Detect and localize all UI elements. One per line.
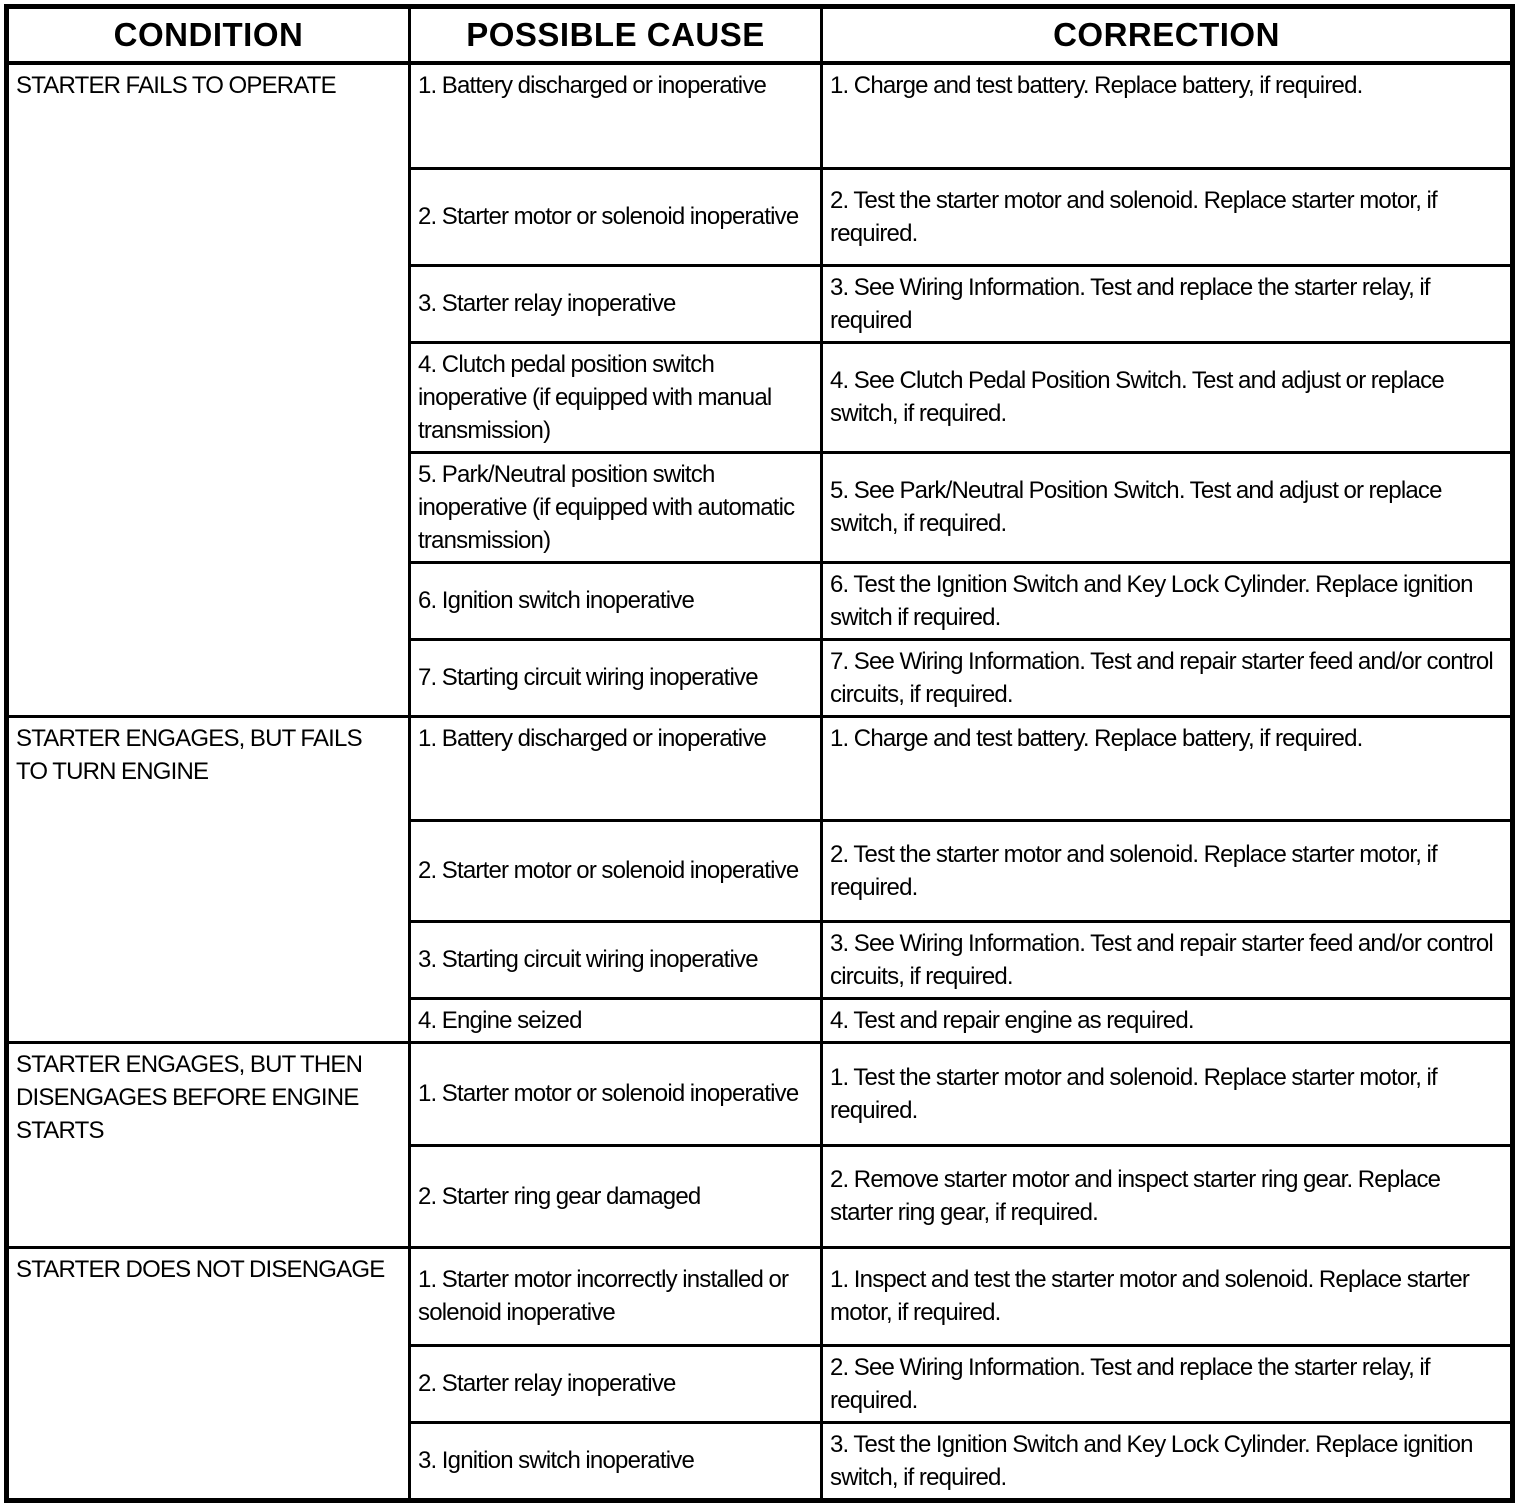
table-row: 2. Starter motor or solenoid inoperative… — [7, 166, 1514, 267]
troubleshooting-table-body: STARTER FAILS TO OPERATE 1. Battery disch… — [5, 61, 1514, 1502]
correction-cell: 3. See Wiring Information. Test and repa… — [820, 919, 1514, 1000]
cause-cell: 3. Starter relay inoperative — [408, 263, 823, 344]
correction-cell: 5. See Park/Neutral Position Switch. Tes… — [820, 450, 1514, 564]
correction-cell: 3. See Wiring Information. Test and repl… — [820, 263, 1514, 344]
cause-cell: 1. Starter motor or solenoid inoperative — [408, 1040, 823, 1147]
correction-cell: 1. Inspect and test the starter motor an… — [820, 1245, 1514, 1347]
cause-cell: 6. Ignition switch inoperative — [408, 560, 823, 641]
condition-cell: STARTER ENGAGES, BUT THEN DISENGAGES BEF… — [5, 1040, 411, 1249]
condition-cell: STARTER ENGAGES, BUT FAILS TO TURN ENGIN… — [5, 714, 411, 1044]
header-cell-correction: CORRECTION — [820, 5, 1514, 65]
troubleshooting-table: CONDITION POSSIBLE CAUSE CORRECTION STAR… — [4, 4, 1515, 1503]
correction-cell: 2. Test the starter motor and solenoid. … — [820, 166, 1514, 267]
table-row: 3. Starter relay inoperative 3. See Wirin… — [7, 263, 1514, 344]
cause-cell: 2. Starter motor or solenoid inoperative — [408, 818, 823, 923]
table-row: STARTER DOES NOT DISENGAGE 1. Starter mot… — [5, 1245, 1514, 1502]
table-row: 7. Starting circuit wiring inoperative 7.… — [7, 637, 1514, 718]
cause-cell: 1. Battery discharged or inoperative — [408, 714, 823, 822]
table-row: 2. Starter motor or solenoid inoperative… — [7, 818, 1514, 923]
correction-cell: 2. See Wiring Information. Test and repl… — [820, 1343, 1514, 1424]
correction-cell: 2. Test the starter motor and solenoid. … — [820, 818, 1514, 923]
table-row: STARTER FAILS TO OPERATE 1. Battery disch… — [5, 61, 1514, 718]
table-row: 2. Starter relay inoperative 2. See Wirin… — [7, 1343, 1514, 1424]
cause-cell: 7. Starting circuit wiring inoperative — [408, 637, 823, 718]
table-row: 6. Ignition switch inoperative 6. Test th… — [7, 560, 1514, 641]
cause-cell: 3. Ignition switch inoperative — [408, 1420, 823, 1502]
cause-cell: 3. Starting circuit wiring inoperative — [408, 919, 823, 1000]
correction-cell: 4. See Clutch Pedal Position Switch. Tes… — [820, 340, 1514, 454]
table-row: 3. Starting circuit wiring inoperative 3.… — [7, 919, 1514, 1000]
correction-cell: 2. Remove starter motor and inspect star… — [820, 1143, 1514, 1249]
table-header: CONDITION POSSIBLE CAUSE CORRECTION — [5, 5, 1514, 65]
correction-cell: 1. Test the starter motor and solenoid. … — [820, 1040, 1514, 1147]
correction-cell: 1. Charge and test battery. Replace batt… — [820, 714, 1514, 822]
cause-cell: 1. Starter motor incorrectly installed o… — [408, 1245, 823, 1347]
cause-cell: 2. Starter ring gear damaged — [408, 1143, 823, 1249]
correction-cell: 7. See Wiring Information. Test and repa… — [820, 637, 1514, 718]
table-row: STARTER ENGAGES, BUT THEN DISENGAGES BEF… — [5, 1040, 1514, 1249]
condition-cell: STARTER FAILS TO OPERATE — [5, 61, 411, 718]
correction-cell: 1. Charge and test battery. Replace batt… — [820, 61, 1514, 170]
table-row: 2. Starter ring gear damaged 2. Remove st… — [7, 1143, 1514, 1249]
header-cell-possible-cause: POSSIBLE CAUSE — [408, 5, 823, 65]
correction-cell: 6. Test the Ignition Switch and Key Lock… — [820, 560, 1514, 641]
table-row: 4. Engine seized 4. Test and repair engin… — [7, 996, 1514, 1044]
cause-cell: 5. Park/Neutral position switch inoperat… — [408, 450, 823, 564]
correction-cell: 3. Test the Ignition Switch and Key Lock… — [820, 1420, 1514, 1502]
condition-cell: STARTER DOES NOT DISENGAGE — [5, 1245, 411, 1502]
table-row: 5. Park/Neutral position switch inoperat… — [7, 450, 1514, 564]
cause-cell: 4. Engine seized — [408, 996, 823, 1044]
correction-cell: 4. Test and repair engine as required. — [820, 996, 1514, 1044]
document-page: CONDITION POSSIBLE CAUSE CORRECTION STAR… — [4, 4, 1515, 1503]
cause-cell: 4. Clutch pedal position switch inoperat… — [408, 340, 823, 454]
cause-cell: 2. Starter relay inoperative — [408, 1343, 823, 1424]
table-header-row: CONDITION POSSIBLE CAUSE CORRECTION — [5, 5, 1514, 65]
header-cell-condition: CONDITION — [5, 5, 411, 65]
table-row: STARTER ENGAGES, BUT FAILS TO TURN ENGIN… — [5, 714, 1514, 1044]
cause-cell: 2. Starter motor or solenoid inoperative — [408, 166, 823, 267]
cause-cell: 1. Battery discharged or inoperative — [408, 61, 823, 170]
table-row: 4. Clutch pedal position switch inoperat… — [7, 340, 1514, 454]
